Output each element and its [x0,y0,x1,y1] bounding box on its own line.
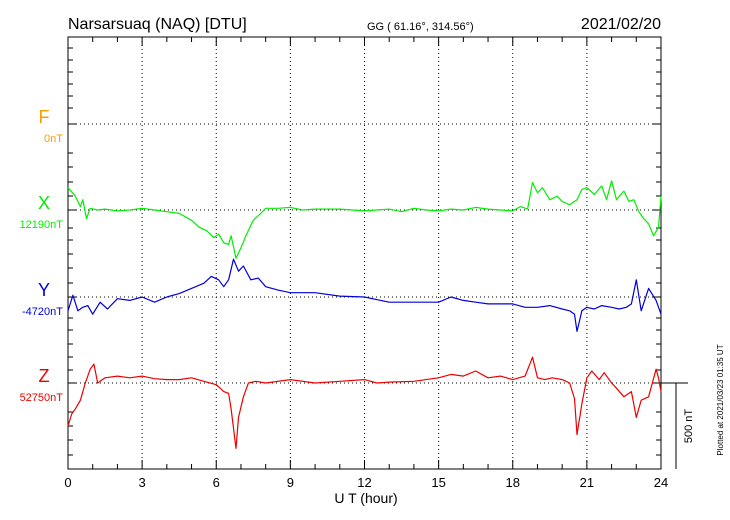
x-tick-label: 12 [357,475,371,490]
plotted-note: Plotted at 2021/03/23 01:35 UT [716,344,725,455]
grid [68,37,661,469]
x-tick-label: 24 [654,475,668,490]
chart-date: 2021/02/20 [581,16,661,33]
x-tick-label: 6 [213,475,220,490]
series-line-x [67,180,662,259]
series-name-label: Z [39,366,50,386]
series-baseline-label: 52750nT [20,392,64,404]
scale-bar-label: 500 nT [683,409,695,444]
x-tick-label: 15 [431,475,445,490]
series-name-label: F [39,107,50,127]
series-baseline-label: 0nT [44,133,63,145]
series-lines [67,180,662,449]
x-tick-label: 21 [580,475,594,490]
series-name-label: X [38,193,50,213]
x-tick-label: 18 [506,475,520,490]
x-tick-label: 9 [287,475,294,490]
chart-title: Narsarsuaq (NAQ) [DTU] [68,16,247,33]
series-line-z [67,356,662,449]
scale-bar: 500 nT [661,382,695,469]
series-line-y [67,258,662,332]
series-labels: F 0nT X 12190nT Y -4720nT Z 52750nT [20,107,64,404]
station-coordinates: GG ( 61.16°, 314.56°) [367,21,474,33]
x-axis-ticks: 0 3 6 9 12 15 18 21 24 [64,37,668,490]
x-axis-label: U T (hour) [334,490,397,506]
series-baseline-label: 12190nT [20,219,64,231]
series-name-label: Y [38,280,50,300]
x-tick-label: 0 [64,475,71,490]
x-tick-label: 3 [139,475,146,490]
series-baseline-label: -4720nT [22,306,63,318]
